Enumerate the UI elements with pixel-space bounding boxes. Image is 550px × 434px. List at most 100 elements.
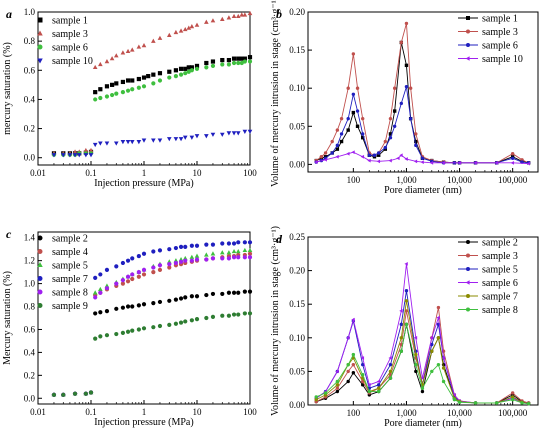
data-point: [204, 134, 209, 139]
data-point: [109, 56, 115, 61]
data-point: [125, 78, 131, 83]
data-point: [429, 160, 434, 165]
legend-marker: [37, 249, 43, 254]
data-point: [204, 19, 209, 24]
data-point: [436, 362, 441, 367]
y-axis-label: Volume of mercury intrusion in stage (cm…: [270, 0, 281, 187]
data-point: [335, 389, 340, 394]
legend-label: sample 1: [52, 16, 88, 27]
data-point: [367, 389, 372, 394]
legend-label: sample 5: [52, 261, 88, 272]
data-point: [183, 295, 188, 300]
data-point: [323, 157, 327, 162]
data-point: [136, 274, 141, 279]
chart-panel-d: 100 1,000 10,000 100,000 0.00 0.05 0.10 0.15 0.2…: [270, 226, 539, 429]
data-point: [83, 147, 89, 153]
y-tick-label: 0.0: [24, 153, 36, 163]
x-tick-label: 100: [347, 408, 361, 418]
data-point: [430, 342, 434, 347]
data-point: [346, 86, 350, 90]
data-point: [136, 85, 141, 90]
data-point: [120, 90, 126, 95]
data-point: [404, 299, 409, 303]
data-point: [346, 116, 350, 121]
y-axis-label: mercury saturation (%): [2, 42, 13, 135]
data-point: [388, 136, 393, 140]
data-point: [351, 317, 355, 322]
y-tick-label: 0.00: [289, 400, 305, 410]
y-tick-label: 0.4: [24, 347, 36, 357]
data-point: [242, 247, 248, 253]
data-point: [247, 240, 253, 245]
data-point: [194, 63, 200, 69]
data-point: [420, 160, 424, 164]
y-tick-label: 0.20: [289, 266, 305, 276]
data-point: [360, 373, 365, 377]
data-point: [526, 161, 531, 166]
y-tick-label: 0.4: [24, 94, 36, 104]
data-point: [414, 369, 418, 374]
data-point: [420, 156, 425, 160]
data-point: [388, 158, 392, 163]
x-tick-label: 100: [347, 175, 361, 185]
data-point: [367, 158, 371, 163]
data-point: [399, 40, 404, 45]
data-point: [392, 124, 397, 128]
legend-marker: [37, 235, 43, 241]
data-point: [166, 137, 172, 142]
data-point: [130, 328, 135, 333]
data-point: [335, 143, 340, 148]
data-point: [189, 318, 194, 323]
data-point: [323, 391, 328, 395]
data-point: [194, 294, 200, 299]
data-point: [510, 397, 515, 402]
data-point: [236, 60, 241, 66]
data-point: [104, 333, 110, 338]
legend-marker: [37, 58, 43, 64]
data-point: [235, 131, 241, 136]
data-point: [376, 389, 381, 394]
data-point: [210, 63, 216, 69]
data-point: [235, 248, 241, 254]
data-point: [404, 63, 409, 68]
x-tick-label: 0.1: [85, 407, 96, 417]
x-tick-label: 100: [243, 407, 257, 417]
data-point: [430, 349, 434, 353]
data-point: [157, 263, 163, 268]
data-point: [404, 21, 409, 26]
panel-letter: d: [276, 232, 283, 246]
data-point: [93, 97, 98, 102]
data-point: [109, 92, 115, 98]
data-point: [210, 59, 216, 64]
data-point: [351, 110, 356, 115]
data-point: [151, 38, 156, 43]
data-point: [178, 66, 184, 71]
data-point: [93, 275, 98, 280]
data-point: [125, 140, 131, 145]
data-point: [414, 362, 418, 367]
data-point: [173, 321, 179, 326]
data-point: [231, 312, 237, 317]
data-point: [151, 72, 156, 77]
data-point: [346, 362, 350, 367]
legend-marker: [466, 267, 470, 271]
data-point: [236, 255, 241, 260]
data-point: [414, 143, 418, 148]
data-point: [182, 135, 188, 140]
data-point: [114, 331, 119, 337]
data-point: [130, 272, 135, 277]
data-point: [157, 138, 163, 143]
series-line: [316, 86, 529, 164]
data-point: [167, 322, 172, 327]
data-point: [141, 267, 147, 272]
legend-label: sample 3: [52, 29, 88, 40]
data-point: [236, 312, 241, 317]
data-point: [314, 395, 318, 399]
data-point: [136, 270, 141, 275]
data-point: [72, 149, 78, 154]
x-tick-label: 1: [142, 407, 147, 417]
data-point: [76, 153, 82, 158]
data-point: [125, 48, 131, 54]
data-point: [404, 289, 409, 293]
data-point: [136, 140, 142, 145]
